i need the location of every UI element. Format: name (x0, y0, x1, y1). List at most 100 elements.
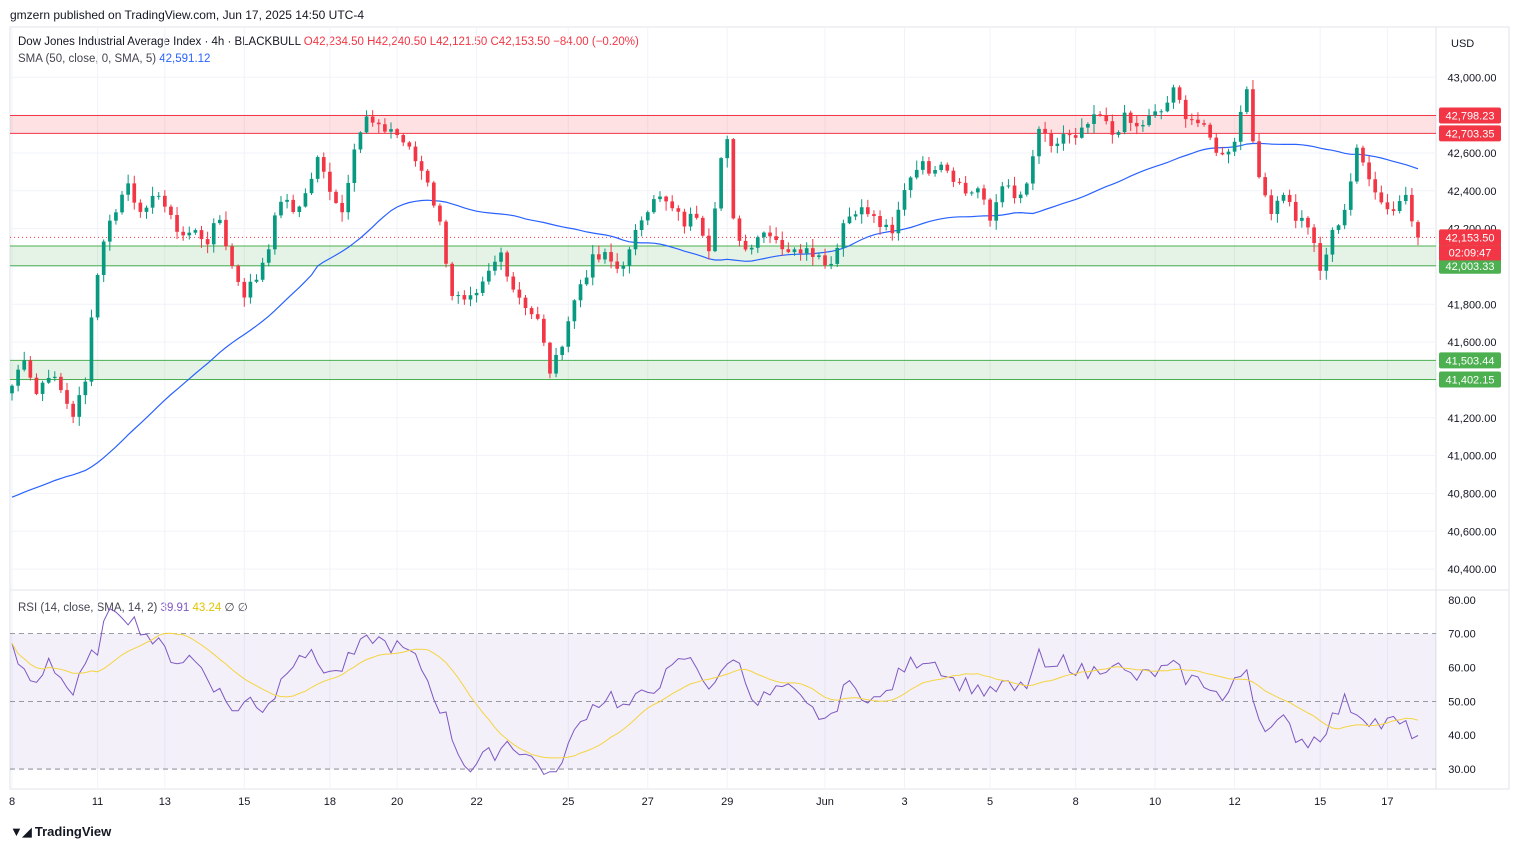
rsi-ma-line (11, 632, 1419, 759)
candle (1012, 176, 1017, 204)
candle (774, 227, 778, 244)
candle (792, 247, 797, 256)
sma-line (11, 142, 1419, 498)
candle-body (450, 263, 454, 296)
ohlc-open: O42,234.50 (303, 36, 364, 48)
candle (376, 119, 381, 134)
candle-body (1000, 186, 1005, 203)
candle-body (1245, 89, 1249, 112)
support-top-badge: 41,503.44 (1446, 355, 1495, 367)
candle (1403, 186, 1408, 205)
candle (597, 245, 601, 263)
candle (1306, 216, 1310, 235)
candle-body (1312, 227, 1316, 244)
candle-body (150, 195, 155, 208)
candle (639, 216, 644, 237)
candle-body (101, 241, 106, 275)
candle (1092, 105, 1096, 134)
candle-body (199, 230, 204, 240)
candle-body (431, 182, 436, 206)
candle (963, 176, 968, 196)
ohlc-change: −84.00 (−0.20%) (553, 36, 639, 48)
ohlc-close: C42,153.50 (490, 36, 550, 48)
candle (1263, 172, 1268, 198)
candle-body (1214, 137, 1219, 153)
candle-body (731, 139, 736, 219)
candle-body (273, 215, 277, 250)
time-tick-label: 8 (1073, 796, 1079, 808)
candle (658, 191, 662, 203)
candle-body (1300, 217, 1304, 221)
candle (603, 248, 607, 264)
candle (627, 246, 632, 274)
candle-body (1031, 156, 1035, 184)
candle (994, 194, 999, 230)
candle-body (162, 195, 167, 207)
candle (707, 228, 711, 260)
candle (859, 199, 864, 224)
candle (554, 347, 558, 378)
candle-body (1306, 217, 1310, 228)
candle-body (364, 116, 369, 133)
candle-body (584, 277, 589, 285)
candle-body (1141, 125, 1145, 127)
resistance-top-badge: 42,798.23 (1446, 110, 1495, 122)
candle-body (1165, 102, 1170, 112)
candle-body (945, 164, 950, 171)
candle (22, 351, 27, 372)
candle-body (493, 261, 497, 271)
candle-body (1037, 128, 1041, 157)
symbol-name[interactable]: Dow Jones Industrial Average Index · 4h … (18, 36, 301, 48)
candle-body (1171, 87, 1176, 103)
candle-body (1043, 128, 1047, 134)
candle-body (988, 199, 992, 221)
time-axis: 8 11 13 15 18 20 22 25 27 29 Jun 3 5 8 10 12 15 17 (9, 796, 1394, 808)
candle-body (1257, 141, 1261, 178)
ohlc-low: L42,121.50 (429, 36, 488, 48)
rsi-label[interactable]: RSI (14, close, SMA, 14, 2) (18, 602, 158, 614)
tradingview-logo[interactable]: ▼◢ TradingView (10, 824, 111, 840)
candle-body (921, 161, 925, 170)
candle-body (743, 240, 748, 250)
candle-body (285, 199, 289, 202)
candle (1177, 85, 1182, 104)
sma-label[interactable]: SMA (50, close, 0, SMA, 5) (18, 53, 157, 65)
candle (224, 211, 228, 251)
candle-body (529, 308, 534, 315)
sma-value: 42,591.12 (159, 53, 211, 65)
gridlines (10, 27, 1436, 789)
candle (1397, 195, 1402, 214)
candle (1159, 109, 1164, 120)
candle (1257, 133, 1261, 179)
candle-body (1061, 134, 1066, 144)
candle-body (480, 281, 485, 293)
candle (383, 118, 387, 134)
candle-body (804, 248, 809, 254)
candle-body (664, 196, 668, 202)
currency-button[interactable]: USD (1451, 38, 1475, 50)
candle (1116, 130, 1121, 138)
candle (162, 190, 167, 213)
candle-body (132, 183, 137, 203)
candle-body (1147, 115, 1151, 126)
candle (725, 135, 730, 168)
candle-body (211, 223, 216, 245)
candle-body (676, 208, 681, 212)
candle-body (169, 206, 173, 216)
candle-body (963, 182, 968, 194)
candle (493, 255, 497, 276)
candle-body (438, 205, 442, 222)
candle (1098, 111, 1102, 117)
candle-body (1361, 147, 1365, 163)
candle-body (218, 219, 222, 224)
candle-body (572, 300, 577, 322)
candle-body (872, 214, 876, 216)
candle-body (1049, 133, 1054, 146)
candle-body (1128, 112, 1133, 123)
candle-body (713, 208, 717, 252)
candle-body (896, 209, 901, 234)
candle (1342, 203, 1347, 230)
resistance-top-badge-bg (1439, 107, 1501, 124)
candle (872, 210, 876, 223)
